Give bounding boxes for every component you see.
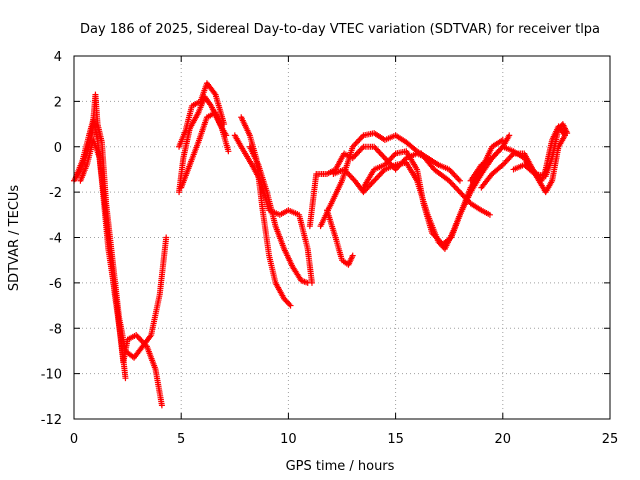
data-point bbox=[486, 211, 493, 218]
series-arc-9 bbox=[246, 143, 311, 286]
series-arc-18 bbox=[510, 121, 571, 180]
data-point bbox=[122, 375, 129, 382]
data-point bbox=[349, 252, 356, 259]
series-arc-3 bbox=[77, 136, 129, 382]
data-points bbox=[71, 80, 571, 409]
series-arc-6 bbox=[178, 109, 232, 191]
data-point bbox=[158, 402, 165, 409]
data-point bbox=[506, 132, 513, 139]
y-tick-labels: -12 -10 -8 -6 -4 -2 0 2 4 bbox=[41, 50, 62, 428]
data-point bbox=[225, 148, 232, 155]
data-point bbox=[499, 136, 506, 143]
y-tick-label: -4 bbox=[49, 232, 62, 247]
y-tick-label: 0 bbox=[54, 141, 62, 156]
x-tick-label: 20 bbox=[495, 432, 512, 447]
data-point bbox=[286, 301, 293, 308]
y-tick-label: 2 bbox=[54, 95, 62, 110]
y-tick-label: -2 bbox=[49, 186, 62, 201]
x-tick-label: 5 bbox=[177, 432, 185, 447]
y-tick-label: -12 bbox=[41, 413, 62, 428]
x-tick-labels: 0 5 10 15 20 25 bbox=[70, 432, 618, 447]
x-tick-label: 15 bbox=[387, 432, 404, 447]
x-axis-label: GPS time / hours bbox=[286, 459, 395, 474]
data-point bbox=[564, 130, 571, 137]
y-tick-label: 4 bbox=[54, 50, 62, 65]
series-arc-15 bbox=[418, 150, 493, 218]
y-axis-label: SDTVAR / TECUs bbox=[7, 185, 22, 292]
x-tick-label: 10 bbox=[280, 432, 297, 447]
x-tick-label: 25 bbox=[602, 432, 619, 447]
series-arc-11 bbox=[317, 130, 463, 230]
series-arc-12 bbox=[323, 207, 356, 268]
data-point bbox=[456, 177, 463, 184]
data-point bbox=[304, 279, 311, 286]
data-point bbox=[530, 169, 537, 176]
data-point bbox=[287, 302, 294, 309]
series-arc-5 bbox=[176, 80, 228, 150]
x-tick-label: 0 bbox=[70, 432, 78, 447]
chart-title: Day 186 of 2025, Sidereal Day-to-day VTE… bbox=[80, 22, 600, 37]
series-arc-7 bbox=[231, 132, 315, 286]
data-point bbox=[163, 234, 170, 241]
y-tick-label: -8 bbox=[49, 322, 62, 337]
data-point bbox=[221, 121, 228, 128]
plot-frame bbox=[73, 55, 611, 420]
y-tick-label: -6 bbox=[49, 277, 62, 292]
y-tick-label: -10 bbox=[41, 368, 62, 383]
